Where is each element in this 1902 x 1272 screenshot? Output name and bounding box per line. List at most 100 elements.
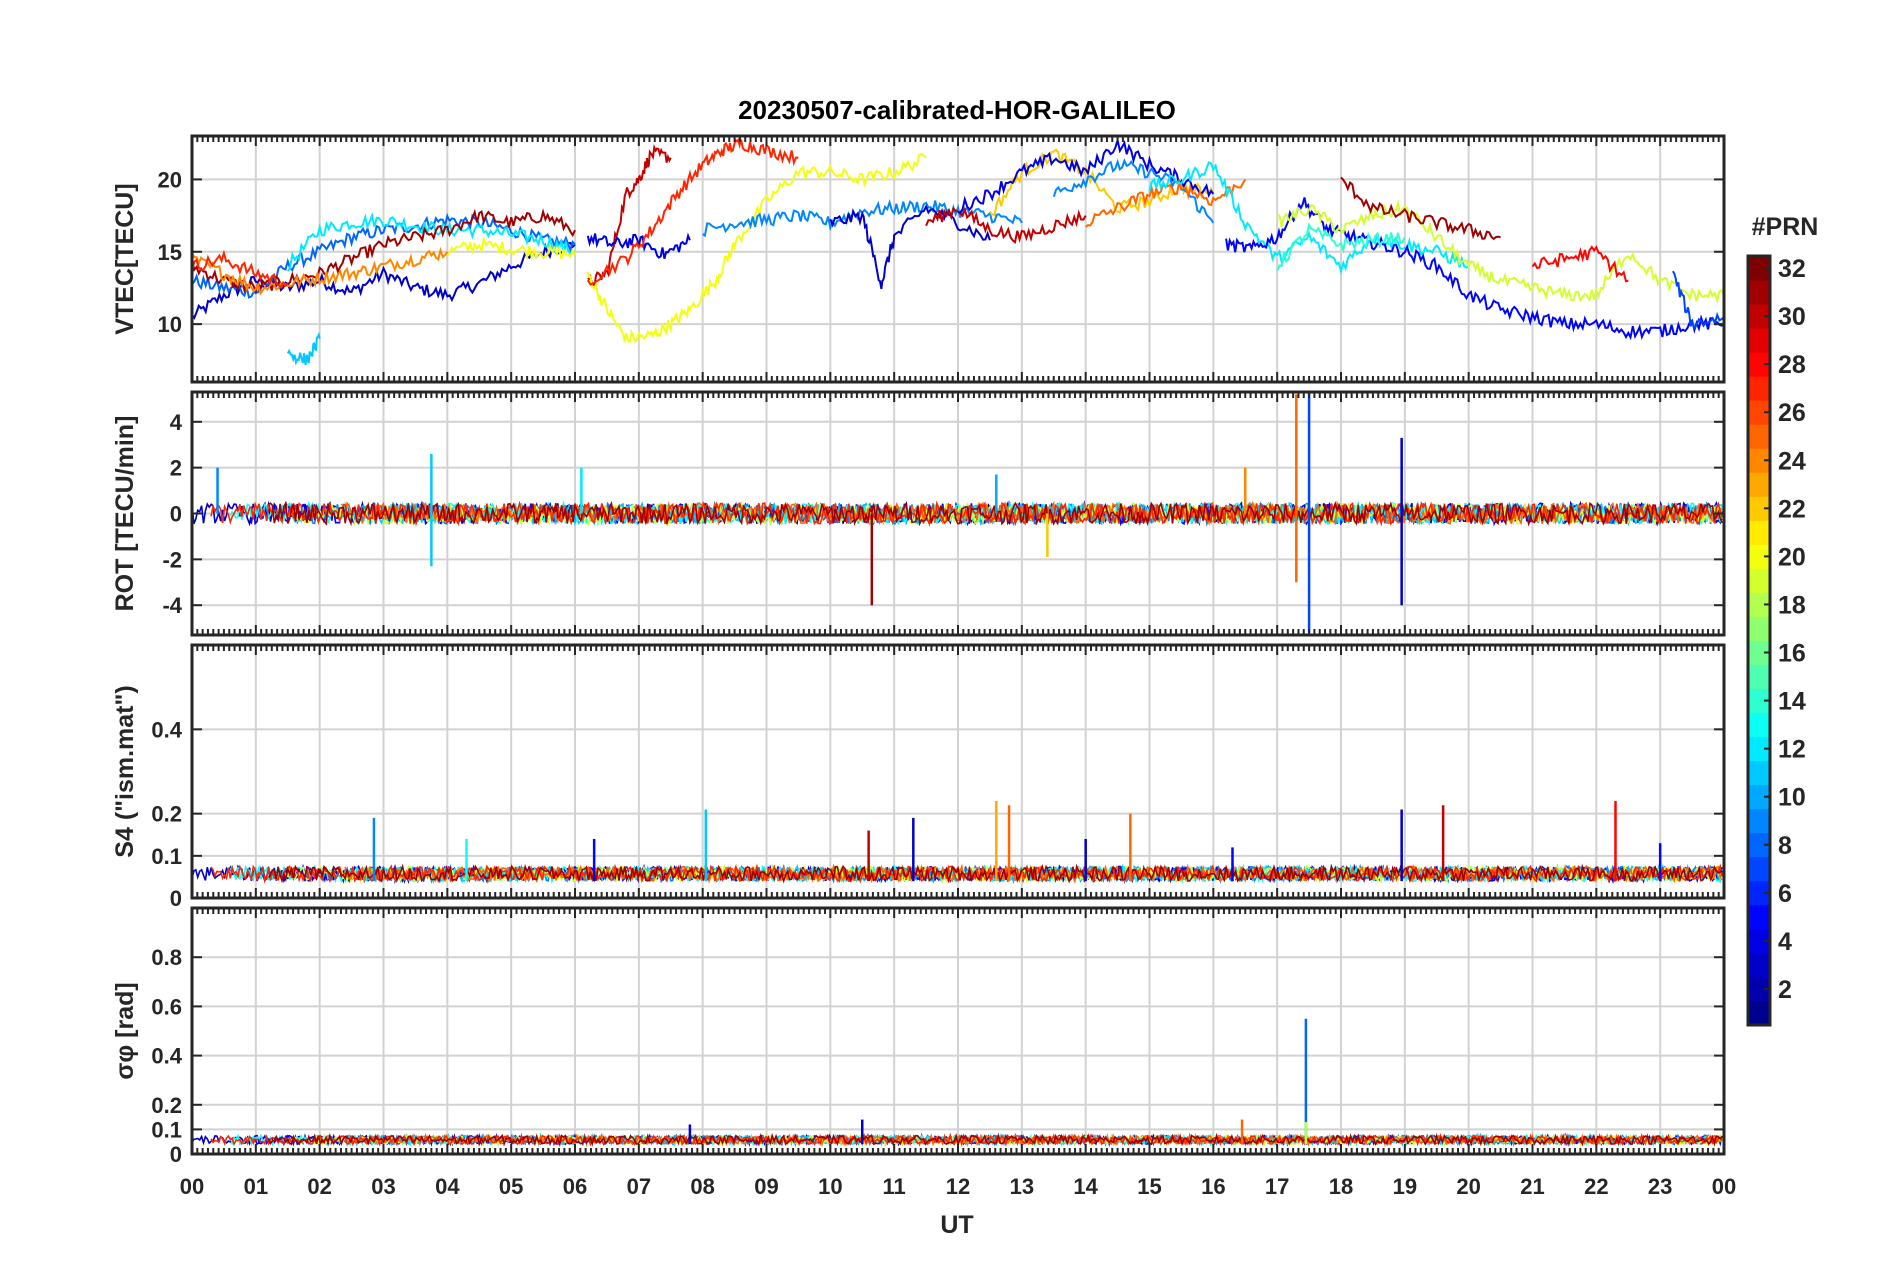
ticks-s4 xyxy=(191,645,1725,899)
vtec-trace-prn-12 xyxy=(1148,161,1470,275)
y-tick-label: -4 xyxy=(162,593,182,618)
x-tick-labels: 00 01 02 03 04 05 06 07 08 09 10 11 12 13 14 15 16 17 18 19… xyxy=(180,1174,1736,1199)
vtec-trace-prn-11 xyxy=(286,331,321,366)
y-tick-label: 0.1 xyxy=(151,844,182,869)
colorbar-segment-prn-14 xyxy=(1748,688,1770,714)
colorbar-tick-label: 14 xyxy=(1778,688,1806,716)
vtec-trace-prn-28 xyxy=(1531,245,1629,283)
colorbar-segment-prn-26 xyxy=(1748,400,1770,425)
x-tick-label: 00 xyxy=(1712,1174,1736,1199)
colorbar-segment-prn-20 xyxy=(1748,544,1770,569)
vtec-trace-prn-27 xyxy=(192,249,289,290)
colorbar-segment-prn-6 xyxy=(1748,880,1770,906)
colorbar-segment-prn-15 xyxy=(1748,664,1770,690)
vtec-trace-prn-3 xyxy=(192,241,576,320)
x-tick-label: 14 xyxy=(1073,1174,1098,1199)
colorbar-segment-prn-32 xyxy=(1748,256,1770,281)
colorbar-tick-label: 16 xyxy=(1778,640,1806,668)
ticks-vtec xyxy=(191,136,1725,382)
y-axis-title-s4: S4 ("ism.mat") xyxy=(111,685,139,857)
x-tick-label: 10 xyxy=(818,1174,842,1199)
vtec-trace-prn-14 xyxy=(1276,222,1406,271)
x-tick-label: 17 xyxy=(1265,1174,1289,1199)
y-tick-label: 0.2 xyxy=(151,802,182,827)
colorbar-tick-label: 30 xyxy=(1778,303,1806,331)
x-tick-label: 22 xyxy=(1584,1174,1608,1199)
x-axis-title: UT xyxy=(940,1211,973,1239)
colorbar-segment-prn-27 xyxy=(1748,376,1770,401)
colorbar-segment-prn-12 xyxy=(1748,736,1770,762)
colorbar-tick-label: 10 xyxy=(1778,784,1806,812)
y-tick-label: 0.2 xyxy=(151,1093,182,1118)
vtec-trace-prn-31 xyxy=(1340,176,1501,241)
vtec-trace-prn-3 xyxy=(829,204,991,290)
vtec-trace-prn-24 xyxy=(192,246,449,296)
s4-trace-prn-27 xyxy=(210,863,1723,884)
colorbar-segment-prn-16 xyxy=(1748,640,1770,666)
y-tick-label: 15 xyxy=(158,240,182,265)
vtec-trace-prn-31 xyxy=(192,208,576,295)
x-tick-label: 16 xyxy=(1201,1174,1225,1199)
colorbar-segment-prn-5 xyxy=(1748,904,1770,930)
vtec-trace-prn-27 xyxy=(586,137,799,286)
colorbar-segment-prn-9 xyxy=(1748,808,1770,834)
y-tick-label: 2 xyxy=(170,456,182,481)
x-tick-label: 05 xyxy=(499,1174,523,1199)
colorbar-segment-prn-17 xyxy=(1748,616,1770,641)
colorbar-segment-prn-31 xyxy=(1748,280,1770,305)
colorbar-tick-label: 12 xyxy=(1778,736,1806,764)
colorbar-tick-label: 26 xyxy=(1778,399,1806,427)
colorbar-segment-prn-10 xyxy=(1748,784,1770,810)
colorbar-segment-prn-8 xyxy=(1748,832,1770,858)
y-axis-title-vtec: VTEC[TECU] xyxy=(111,183,139,334)
colorbar-segment-prn-23 xyxy=(1748,472,1770,497)
y-tick-label: 0.8 xyxy=(151,945,182,970)
y-tick-label: 0 xyxy=(170,886,182,911)
y-axis-title-sigma_phi: σφ [rad] xyxy=(111,982,139,1080)
colorbar-segment-prn-19 xyxy=(1748,568,1770,593)
colorbar-segment-prn-25 xyxy=(1748,424,1770,449)
colorbar-segment-prn-4 xyxy=(1748,928,1770,954)
x-tick-label: 00 xyxy=(180,1174,204,1199)
ticks-rot xyxy=(191,392,1725,635)
colorbar-tick-label: 8 xyxy=(1778,832,1792,860)
x-tick-label: 01 xyxy=(244,1174,268,1199)
plot-area-vtec xyxy=(192,136,1724,366)
y-tick-label: 0.1 xyxy=(151,1117,182,1142)
y-tick-label: -2 xyxy=(162,547,182,572)
x-tick-label: 12 xyxy=(946,1174,970,1199)
plot-area-s4 xyxy=(192,801,1723,885)
y-tick-label: 0.6 xyxy=(151,994,182,1019)
y-axis-title-rot: ROT [TECU/min] xyxy=(111,416,139,612)
plot-area-sigma_phi xyxy=(192,1018,1723,1148)
colorbar-segment-prn-24 xyxy=(1748,448,1770,473)
x-tick-label: 15 xyxy=(1137,1174,1161,1199)
colorbar-tick-label: 6 xyxy=(1778,880,1792,908)
vtec-trace-prn-20 xyxy=(446,235,576,261)
x-tick-label: 06 xyxy=(563,1174,587,1199)
x-tick-label: 23 xyxy=(1648,1174,1672,1199)
x-tick-label: 19 xyxy=(1393,1174,1417,1199)
colorbar-tick-label: 28 xyxy=(1778,351,1806,379)
vtec-trace-prn-30 xyxy=(925,206,1087,245)
colorbar-tick-label: 20 xyxy=(1778,543,1806,571)
colorbar-tick-label: 4 xyxy=(1778,928,1792,956)
colorbar-tick-label: 18 xyxy=(1778,591,1806,619)
colorbar-tick-label: 22 xyxy=(1778,495,1806,523)
x-tick-label: 02 xyxy=(307,1174,331,1199)
y-tick-label: 4 xyxy=(170,410,183,435)
vtec-trace-prn-19 xyxy=(1276,199,1724,305)
colorbar-segment-prn-22 xyxy=(1748,496,1770,521)
colorbar-segment-prn-21 xyxy=(1748,520,1770,545)
y-tick-label: 0 xyxy=(170,502,182,527)
colorbar-segment-prn-2 xyxy=(1748,976,1770,1002)
vtec-trace-prn-7 xyxy=(1672,270,1724,331)
colorbar-segment-prn-13 xyxy=(1748,712,1770,738)
ticks-sigma_phi xyxy=(191,908,1725,1155)
panel-rot: -4 -2 0 2 4 ROT [TECU/min] xyxy=(111,390,1726,637)
colorbar-segment-prn-3 xyxy=(1748,952,1770,978)
colorbar-segment-prn-11 xyxy=(1748,760,1770,786)
colorbar-segment-prn-18 xyxy=(1748,592,1770,617)
y-tick-label: 0.4 xyxy=(151,1044,182,1069)
grid-vtec xyxy=(192,136,1724,382)
